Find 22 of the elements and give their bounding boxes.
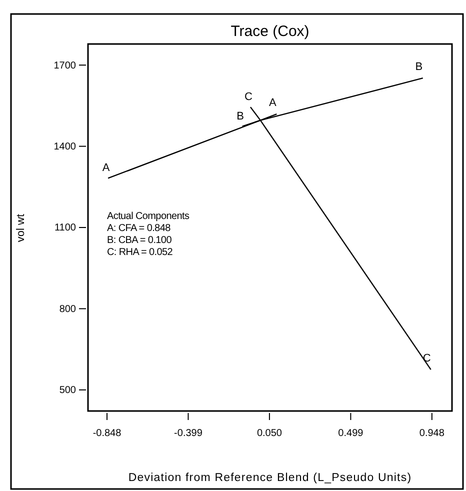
text: C xyxy=(244,91,252,104)
y-tick-label: 1700 xyxy=(54,60,76,72)
annotation: B: CBA = 0.100 xyxy=(107,235,172,246)
text: B xyxy=(415,61,423,74)
annotation: C: RHA = 0.052 xyxy=(107,247,174,258)
x-tick-label: -0.399 xyxy=(174,428,203,439)
y-tick-label: 500 xyxy=(59,385,76,396)
y-tick-label: 1100 xyxy=(54,222,76,234)
series-label: A xyxy=(102,162,110,174)
series-label: B xyxy=(236,110,244,122)
annotation: Actual Components xyxy=(107,211,190,222)
x-tick-label: 0.050 xyxy=(256,428,282,439)
y-tick-label: 800 xyxy=(59,304,76,315)
chart-title: Trace (Cox) xyxy=(230,23,310,40)
annotation: A: CFA = 0.848 xyxy=(107,223,172,234)
y-tick-label: 1400 xyxy=(54,142,76,153)
x-tick-label: 0.948 xyxy=(419,428,445,439)
x-tick-label: -0.848 xyxy=(92,428,122,439)
text: A xyxy=(269,97,276,110)
y-axis-title: vol wt xyxy=(15,214,27,242)
x-tick-label: 0.499 xyxy=(338,428,364,439)
x-axis-title: Deviation from Reference Blend (L_Pseudo Units) xyxy=(128,472,412,484)
